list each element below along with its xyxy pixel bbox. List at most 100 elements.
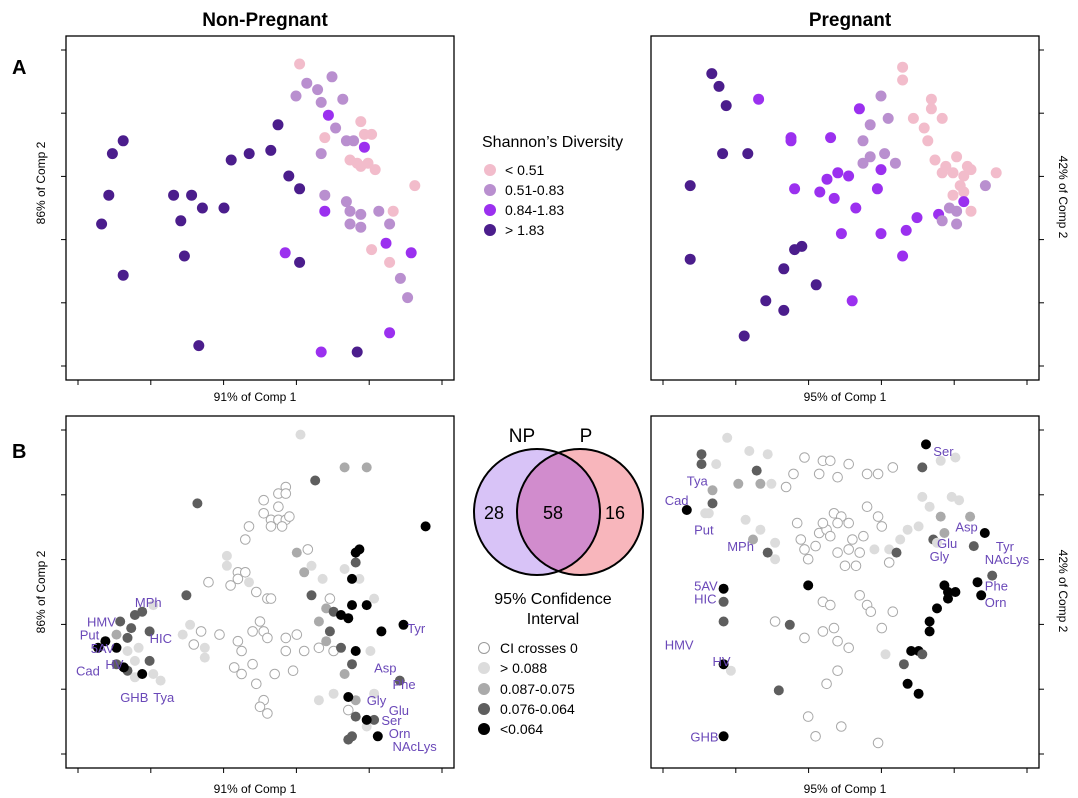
data-point [186, 189, 198, 201]
data-point [144, 626, 155, 637]
data-point [280, 645, 292, 657]
data-point [343, 613, 354, 624]
data-point [825, 132, 837, 144]
data-point [828, 622, 840, 634]
data-point [313, 642, 325, 654]
data-point [762, 449, 773, 460]
point-label: Glu [389, 703, 409, 718]
data-point [744, 446, 755, 456]
data-point [968, 541, 979, 552]
data-point [344, 205, 356, 217]
point-label: Ser [381, 713, 402, 728]
data-point [864, 151, 876, 163]
data-point [283, 170, 295, 182]
data-point [384, 256, 396, 268]
data-point [924, 626, 935, 637]
data-point [337, 93, 349, 105]
data-point [279, 247, 291, 259]
data-point [917, 491, 928, 502]
data-point [310, 475, 321, 486]
data-point [951, 205, 963, 217]
data-point [895, 534, 906, 545]
data-point [301, 77, 313, 89]
data-point [965, 164, 977, 176]
data-point [280, 632, 292, 644]
data-point [766, 478, 777, 489]
data-point [872, 468, 884, 480]
venn-shared: 58 [543, 503, 563, 523]
point-label: HV [105, 657, 123, 672]
plot-frame-p-b [650, 415, 1040, 769]
ci-swatch-076-064 [478, 703, 490, 715]
data-point [836, 721, 847, 732]
data-point [773, 685, 784, 696]
data-point [354, 544, 365, 555]
data-point [742, 148, 754, 160]
data-point [294, 256, 306, 268]
point-label: MPh [135, 595, 162, 610]
data-point [236, 645, 247, 657]
ci-label-lt-064: <0.064 [500, 721, 543, 737]
data-point [911, 212, 923, 224]
data-point [770, 554, 781, 565]
data-point [958, 170, 970, 182]
data-point [713, 80, 725, 92]
data-point [789, 244, 801, 256]
panel-label-b: B [12, 441, 26, 463]
data-point [347, 659, 357, 670]
venn-np-label: NP [509, 426, 535, 447]
data-point [913, 688, 924, 699]
data-point [137, 606, 148, 617]
data-point [907, 112, 919, 124]
point-label: HMV [87, 615, 116, 630]
data-point [861, 468, 873, 480]
data-point [365, 646, 376, 656]
data-point [947, 167, 959, 179]
data-point [240, 534, 251, 545]
data-point [199, 652, 210, 663]
data-point [350, 557, 361, 568]
data-point [258, 508, 270, 519]
data-point [369, 714, 380, 725]
data-point [795, 534, 807, 545]
p-a-x-label: 95% of Comp 1 [804, 390, 887, 404]
legend-label-gt-183: > 1.83 [505, 222, 545, 238]
data-point [965, 511, 976, 522]
data-point [902, 678, 913, 689]
data-point [355, 116, 367, 128]
data-point [369, 593, 380, 604]
scatter-p-ci: Ser Tya Cad Asp Put Tyr Glu MPh Gly NAcLys 5AV Phe H… [665, 432, 1030, 749]
venn-p-only: 16 [605, 503, 625, 523]
data-point [828, 192, 840, 204]
data-point [803, 580, 814, 591]
np-b-x-label: 91% of Comp 1 [214, 782, 297, 796]
data-point [900, 224, 912, 236]
data-point [825, 455, 836, 467]
data-point [778, 304, 790, 316]
data-point [243, 521, 255, 532]
data-point [315, 96, 327, 108]
legend-swatch-051-083 [484, 184, 496, 196]
ci-label-076-064: 0.076-0.064 [500, 701, 575, 717]
data-point [864, 119, 876, 131]
data-point [181, 590, 192, 601]
data-point [718, 731, 729, 742]
data-point [832, 167, 844, 179]
data-point [943, 593, 953, 604]
data-point [313, 616, 324, 627]
data-point [294, 58, 306, 70]
data-point [681, 505, 692, 515]
data-point [287, 665, 299, 677]
data-point [843, 458, 855, 470]
plot-frame-np-a [65, 35, 455, 381]
venn-np-outline [473, 448, 601, 576]
data-point [883, 557, 895, 568]
data-point [825, 599, 836, 611]
data-point [236, 668, 247, 680]
data-point [951, 218, 963, 230]
data-point [254, 701, 266, 713]
data-point [348, 135, 360, 147]
data-point [294, 183, 306, 195]
ci-swatch-gt-088 [478, 662, 490, 674]
data-point [384, 218, 396, 230]
